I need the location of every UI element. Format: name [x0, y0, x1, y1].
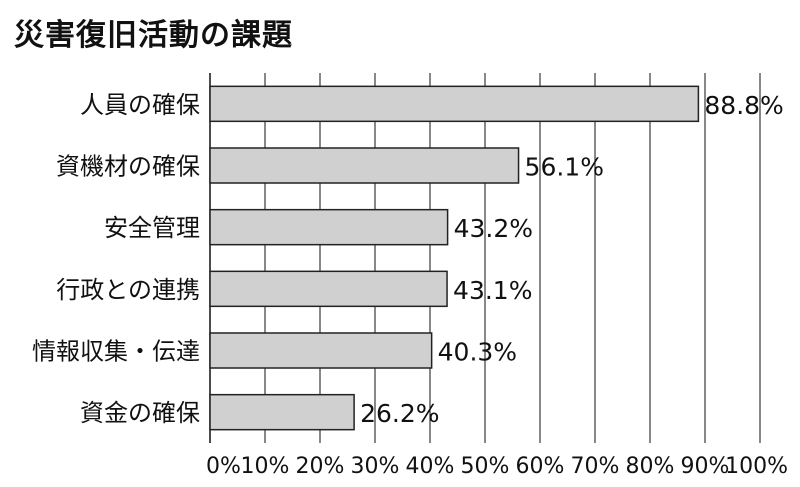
x-tick-label: 10%	[241, 454, 290, 479]
data-label: 26.2%	[360, 399, 439, 428]
data-label: 56.1%	[525, 153, 604, 182]
x-tick-label: 40%	[406, 454, 455, 479]
category-label: 資金の確保	[80, 399, 200, 427]
x-tick-label: 70%	[571, 454, 620, 479]
category-label: 安全管理	[104, 214, 200, 242]
data-label: 88.8%	[704, 91, 783, 120]
x-tick-label: 20%	[296, 454, 345, 479]
bar	[209, 393, 355, 431]
category-label: 人員の確保	[80, 91, 200, 119]
x-tick-label: 0%	[206, 454, 241, 479]
category-label: 資機材の確保	[56, 153, 200, 181]
bar	[209, 147, 520, 184]
bar	[209, 332, 433, 369]
x-tick-label: 60%	[516, 454, 565, 479]
x-tick-label: 100%	[725, 454, 788, 479]
data-label: 43.2%	[454, 214, 533, 243]
data-label: 43.1%	[453, 276, 532, 305]
x-tick-label: 50%	[461, 454, 510, 479]
bar	[209, 208, 449, 246]
data-label: 40.3%	[438, 338, 517, 367]
bar	[209, 85, 700, 123]
category-label: 情報収集・伝達	[32, 338, 200, 366]
bar	[209, 270, 448, 308]
x-tick-label: 30%	[351, 454, 400, 479]
chart-title: 災害復旧活動の課題	[14, 18, 293, 53]
x-tick-label: 80%	[626, 454, 675, 479]
x-tick-label: 90%	[681, 454, 730, 479]
category-label: 行政との連携	[56, 276, 200, 304]
